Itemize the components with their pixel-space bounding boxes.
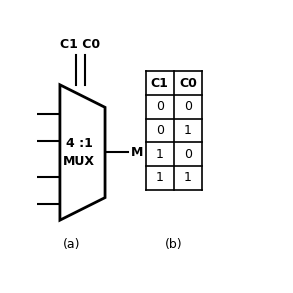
- Text: 0: 0: [184, 148, 192, 161]
- Text: (b): (b): [165, 239, 183, 251]
- Text: 1: 1: [184, 171, 192, 184]
- Text: C0: C0: [179, 76, 197, 90]
- Text: C1 C0: C1 C0: [60, 38, 100, 51]
- Text: 1: 1: [184, 124, 192, 137]
- Polygon shape: [60, 85, 105, 220]
- Text: 0: 0: [156, 100, 164, 113]
- Text: 1: 1: [156, 171, 164, 184]
- Text: C1: C1: [151, 76, 169, 90]
- Text: MUX: MUX: [63, 155, 95, 168]
- Text: 0: 0: [156, 124, 164, 137]
- Text: M: M: [131, 146, 143, 159]
- Text: 1: 1: [156, 148, 164, 161]
- Text: 4 :1: 4 :1: [66, 137, 93, 150]
- Text: (a): (a): [62, 239, 80, 251]
- Text: 0: 0: [184, 100, 192, 113]
